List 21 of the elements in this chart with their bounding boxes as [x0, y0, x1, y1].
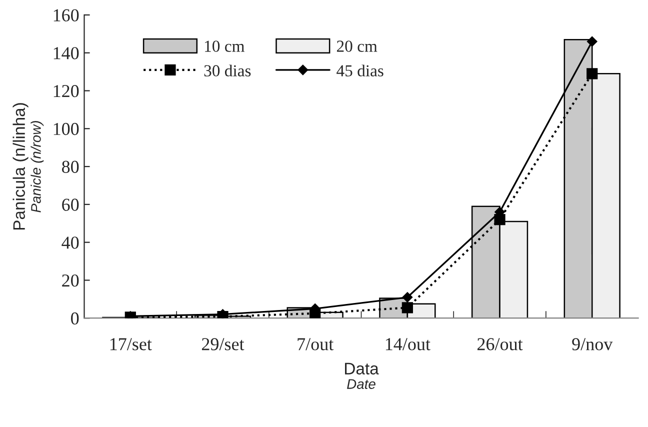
y-tick-label: 160	[54, 9, 79, 22]
legend-label: 10 cm	[205, 40, 244, 52]
x-tick-label: 29/set	[202, 338, 244, 350]
y-tick-label: 100	[54, 122, 79, 136]
y-tick-label: 20	[62, 274, 79, 287]
legend-label: 20 cm	[336, 40, 378, 52]
y-axis-title: Panicula (n/linha) Panicle (n/row)	[12, 103, 44, 230]
y-tick-label: 140	[54, 47, 79, 60]
legend-label: 30 dias	[204, 64, 251, 76]
y-tick-label: 80	[62, 160, 79, 173]
x-tick-label: 14/out	[386, 338, 430, 350]
y-tick-label: 60	[62, 198, 79, 211]
x-tick-label: 17/set	[110, 338, 152, 350]
y-tick-label: 120	[54, 84, 79, 98]
text: Data Date	[345, 362, 379, 389]
x-tick-label: 9/nov	[572, 338, 613, 350]
x-tick-label: 26/out	[477, 338, 523, 350]
x-tick-label: 7/out	[298, 338, 334, 350]
y-tick-label: 0	[71, 312, 79, 325]
y-tick-label: 40	[62, 236, 79, 249]
legend-label: 45 dias	[336, 64, 384, 76]
